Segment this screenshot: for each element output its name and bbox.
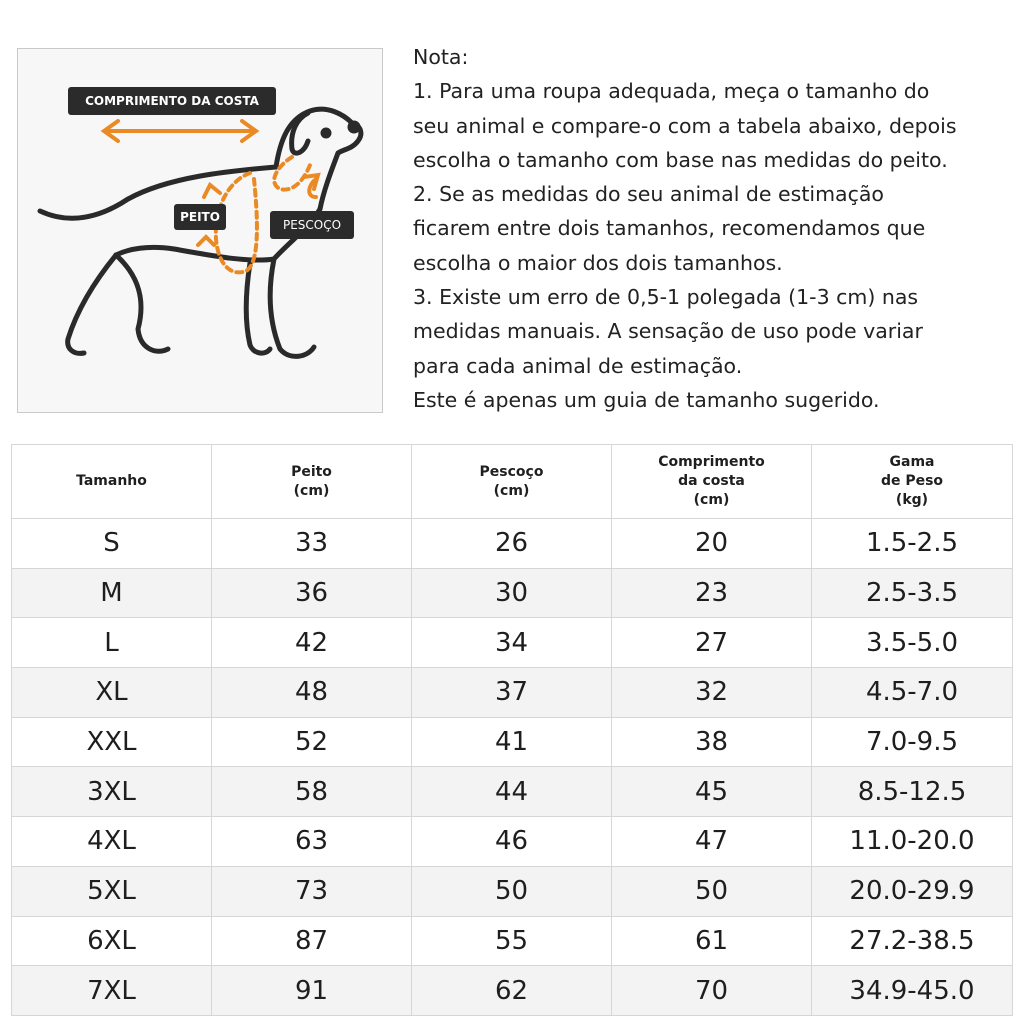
cell-neck: 44 (411, 766, 612, 818)
cell-size: S (11, 518, 212, 569)
cell-back-length: 61 (611, 915, 812, 967)
table-row: M 36 30 23 2.5-3.5 (11, 567, 1013, 619)
header-line: Gama (889, 454, 935, 470)
cell-size: M (11, 567, 212, 619)
cell-back-length: 50 (611, 865, 812, 917)
note-line: 3. Existe um erro de 0,5-1 polegada (1-3… (413, 285, 919, 310)
table-row: XL 48 37 32 4.5-7.0 (11, 667, 1013, 718)
table-row: 7XL 91 62 70 34.9-45.0 (11, 965, 1013, 1016)
note-line: 2. Se as medidas do seu animal de estima… (413, 182, 884, 207)
cell-weight: 2.5-3.5 (811, 567, 1013, 619)
cell-chest: 33 (211, 518, 412, 569)
cell-chest: 42 (211, 617, 412, 669)
cell-size: 4XL (11, 816, 212, 867)
cell-weight: 7.0-9.5 (811, 716, 1013, 768)
cell-chest: 58 (211, 766, 412, 818)
cell-chest: 91 (211, 965, 412, 1016)
header-line: da costa (678, 473, 745, 489)
cell-weight: 4.5-7.0 (811, 667, 1013, 718)
cell-neck: 46 (411, 816, 612, 867)
cell-chest: 48 (211, 667, 412, 718)
cell-back-length: 27 (611, 617, 812, 669)
header-line: Tamanho (76, 473, 147, 489)
neck-label: PESCOÇO (270, 211, 354, 239)
cell-chest: 36 (211, 567, 412, 619)
table-row: 4XL 63 46 47 11.0-20.0 (11, 816, 1013, 867)
table-row: S 33 26 20 1.5-2.5 (11, 518, 1013, 569)
note-line: escolha o tamanho com base nas medidas d… (413, 147, 948, 172)
cell-back-length: 38 (611, 716, 812, 768)
header-chest: Peito (cm) (211, 444, 412, 519)
header-line: Pescoço (479, 463, 544, 480)
header-back-length: Comprimento da costa (cm) (611, 444, 812, 519)
cell-chest: 52 (211, 716, 412, 768)
note-line: 1. Para uma roupa adequada, meça o taman… (413, 79, 930, 104)
cell-weight: 27.2-38.5 (811, 915, 1013, 967)
cell-chest: 87 (211, 915, 412, 967)
cell-neck: 50 (411, 865, 612, 917)
note-line: Este é apenas um guia de tamanho sugerid… (413, 387, 880, 412)
cell-size: 5XL (11, 865, 212, 917)
table-row: 6XL 87 55 61 27.2-38.5 (11, 915, 1013, 967)
cell-chest: 73 (211, 865, 412, 917)
cell-back-length: 23 (611, 567, 812, 619)
note-line: seu animal e compare-o com a tabela abai… (413, 113, 957, 138)
cell-weight: 34.9-45.0 (811, 965, 1013, 1016)
table-row: L 42 34 27 3.5-5.0 (11, 617, 1013, 669)
cell-weight: 1.5-2.5 (811, 518, 1013, 569)
header-size: Tamanho (11, 444, 212, 519)
cell-chest: 63 (211, 816, 412, 867)
cell-weight: 3.5-5.0 (811, 617, 1013, 669)
cell-size: 3XL (11, 766, 212, 818)
cell-neck: 26 (411, 518, 612, 569)
cell-weight: 11.0-20.0 (811, 816, 1013, 867)
table-header-row: Tamanho Peito (cm) Pescoço (cm) Compriment… (11, 444, 1013, 519)
table-row: XXL 52 41 38 7.0-9.5 (11, 716, 1013, 768)
double-arrow-icon (100, 119, 260, 143)
note-line: para cada animal de estimação. (413, 353, 743, 378)
note-line: ficarem entre dois tamanhos, recomendamo… (413, 216, 926, 241)
header-neck: Pescoço (cm) (411, 444, 612, 519)
cell-neck: 62 (411, 965, 612, 1016)
cell-back-length: 32 (611, 667, 812, 718)
cell-neck: 37 (411, 667, 612, 718)
cell-size: L (11, 617, 212, 669)
note-line: medidas manuais. A sensação de uso pode … (413, 319, 923, 344)
header-line: (kg) (895, 492, 929, 508)
header-line: Peito (291, 463, 332, 480)
dog-measurement-diagram: COMPRIMENTO DA COSTA PEITO PESCOÇO (17, 48, 383, 413)
cell-neck: 41 (411, 716, 612, 768)
back-length-label: COMPRIMENTO DA COSTA (68, 87, 276, 115)
cell-size: 7XL (11, 965, 212, 1016)
chest-label: PEITO (174, 204, 226, 230)
cell-size: 6XL (11, 915, 212, 967)
cell-back-length: 45 (611, 766, 812, 818)
table-row: 5XL 73 50 50 20.0-29.9 (11, 865, 1013, 917)
header-weight-range: Gama de Peso (kg) (811, 444, 1013, 519)
cell-neck: 34 (411, 617, 612, 669)
cell-back-length: 20 (611, 518, 812, 569)
cell-neck: 55 (411, 915, 612, 967)
cell-weight: 8.5-12.5 (811, 766, 1013, 818)
cell-size: XL (11, 667, 212, 718)
cell-back-length: 47 (611, 816, 812, 867)
size-table: Tamanho Peito (cm) Pescoço (cm) Compriment… (11, 444, 1013, 1016)
header-line: (cm) (493, 482, 530, 499)
header-line: de Peso (880, 473, 944, 489)
cell-back-length: 70 (611, 965, 812, 1016)
cell-weight: 20.0-29.9 (811, 865, 1013, 917)
header-line: (cm) (693, 492, 730, 508)
cell-size: XXL (11, 716, 212, 768)
note-line: escolha o maior dos dois tamanhos. (413, 250, 783, 275)
header-line: (cm) (293, 482, 330, 499)
note-line: Nota: (413, 45, 469, 69)
header-line: Comprimento (658, 454, 765, 470)
size-notes: Nota: 1. Para uma roupa adequada, meça o… (413, 40, 1023, 417)
cell-neck: 30 (411, 567, 612, 619)
table-row: 3XL 58 44 45 8.5-12.5 (11, 766, 1013, 818)
